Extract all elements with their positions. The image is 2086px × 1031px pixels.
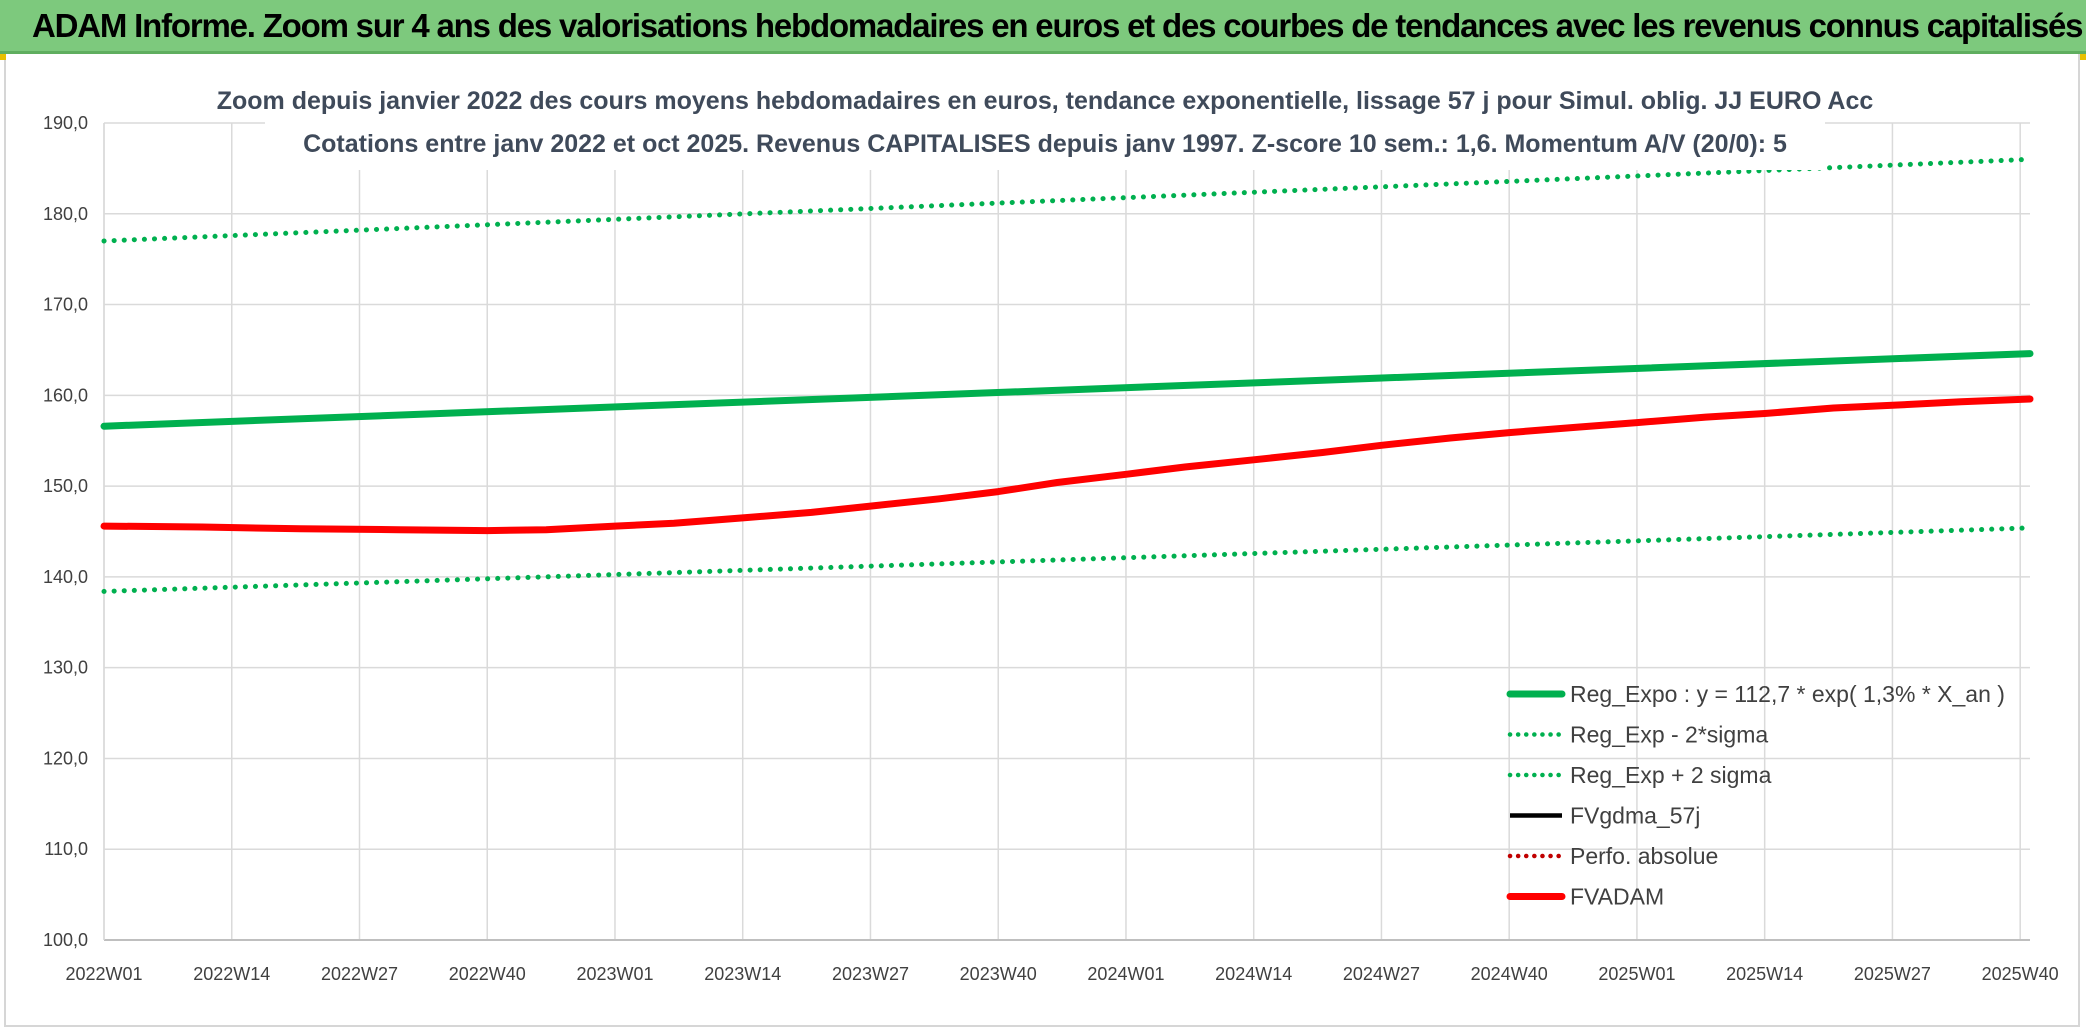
y-tick-label: 120,0	[43, 748, 88, 768]
title-backdrop	[265, 78, 1825, 170]
chart-title-line-2: Cotations entre janv 2022 et oct 2025. R…	[303, 130, 1787, 158]
x-tick-label: 2022W40	[449, 964, 526, 984]
y-tick-label: 150,0	[43, 476, 88, 496]
frame-corner-marker	[2080, 54, 2086, 60]
y-tick-label: 160,0	[43, 385, 88, 405]
banner-title: ADAM Informe. Zoom sur 4 ans des valoris…	[32, 7, 2084, 44]
chart-title-line-1: Zoom depuis janvier 2022 des cours moyen…	[217, 87, 1874, 115]
frame-corner-marker	[0, 54, 6, 60]
x-tick-label: 2025W40	[1982, 964, 2059, 984]
y-tick-label: 100,0	[43, 930, 88, 950]
series-layer	[100, 156, 2034, 594]
y-tick-label: 110,0	[44, 839, 88, 859]
x-tick-label: 2022W01	[65, 964, 142, 984]
series-line-5	[100, 395, 2034, 535]
x-tick-label: 2022W14	[193, 964, 270, 984]
x-tick-label: 2023W40	[960, 964, 1037, 984]
x-tick-label: 2024W01	[1087, 964, 1164, 984]
report-banner: ADAM Informe. Zoom sur 4 ans des valoris…	[0, 0, 2086, 54]
x-tick-label: 2023W01	[576, 964, 653, 984]
y-tick-label: 190,0	[43, 113, 88, 133]
y-tick-label: 130,0	[43, 658, 88, 678]
series-line-1	[101, 525, 2033, 594]
chart-frame	[4, 54, 2080, 1027]
y-tick-label: 140,0	[43, 567, 88, 587]
legend-entry-0: Reg_Expo : y = 112,7 * exp( 1,3% * X_an …	[1570, 681, 2005, 707]
legend-entry-5: FVADAM	[1570, 884, 1664, 910]
legend: Reg_Expo : y = 112,7 * exp( 1,3% * X_an …	[1506, 681, 2005, 910]
x-tick-label: 2022W27	[321, 964, 398, 984]
x-tick-label: 2025W01	[1598, 964, 1675, 984]
axis-layer: 100,0 110,0 120,0 130,0 140,0 150,0 160,0 170,0…	[43, 113, 2059, 984]
x-tick-label: 2025W27	[1854, 964, 1931, 984]
legend-entry-2: Reg_Exp + 2 sigma	[1570, 762, 1772, 788]
legend-entry-4: Perfo. absolue	[1570, 843, 1718, 869]
series-line-2	[101, 156, 2033, 244]
x-tick-label: 2023W27	[832, 964, 909, 984]
y-tick-label: 170,0	[43, 295, 88, 315]
x-tick-label: 2023W14	[704, 964, 781, 984]
x-tick-label: 2024W27	[1343, 964, 1420, 984]
y-tick-label: 180,0	[43, 204, 88, 224]
legend-entry-1: Reg_Exp - 2*sigma	[1570, 722, 1768, 748]
x-tick-label: 2024W40	[1471, 964, 1548, 984]
series-line-0	[100, 350, 2034, 430]
x-tick-label: 2024W14	[1215, 964, 1292, 984]
x-tick-label: 2025W14	[1726, 964, 1803, 984]
legend-entry-3: FVgdma_57j	[1570, 803, 1700, 829]
